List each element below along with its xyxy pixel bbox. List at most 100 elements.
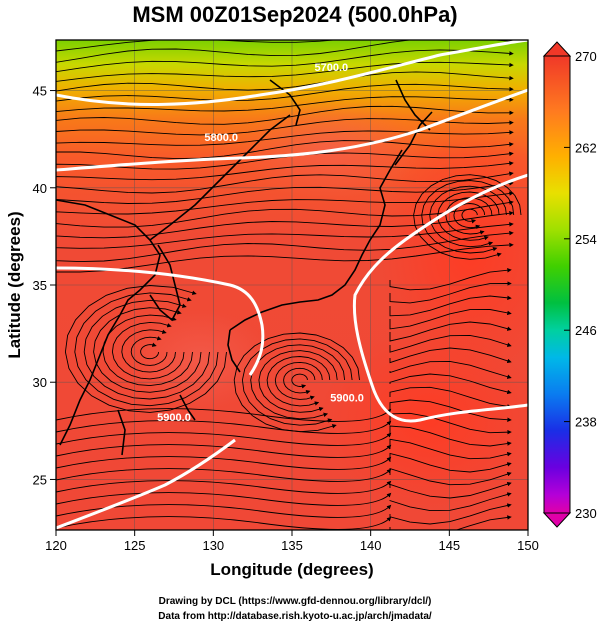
colorbar-scale — [543, 55, 571, 514]
streamline — [266, 356, 331, 407]
streamline — [56, 456, 392, 470]
streamline — [389, 309, 512, 330]
streamline — [291, 373, 308, 389]
streamline — [389, 281, 512, 304]
streamline — [56, 161, 514, 181]
streamline — [56, 171, 514, 194]
streamline — [121, 329, 176, 373]
streamline — [56, 49, 514, 73]
streamline — [445, 197, 493, 235]
colorbar-top-arrow — [542, 41, 572, 57]
streamline — [389, 503, 512, 525]
streamline — [74, 292, 219, 407]
streamline — [56, 71, 514, 92]
contour-5900-east — [352, 173, 528, 423]
streamline — [56, 492, 392, 506]
colorbar-tick-label: 254 — [575, 232, 597, 247]
contour-label: 5900.0 — [157, 412, 191, 424]
streamline — [283, 367, 316, 395]
colorbar-tick-label: 270 — [575, 49, 597, 64]
streamline — [241, 338, 353, 426]
x-tick-label: 120 — [45, 538, 67, 553]
contour-labels: 5700.0 5800.0 5900.0 5900.0 — [157, 62, 364, 424]
colorbar: 270 262 254 246 238 230 — [542, 41, 597, 528]
chart-title: MSM 00Z01Sep2024 (500.0hPa) — [132, 2, 457, 27]
coastlines — [56, 79, 433, 456]
x-tick-label: 135 — [281, 538, 303, 553]
streamline — [389, 515, 512, 530]
colorbar-ticks: 270 262 254 246 238 230 — [564, 49, 597, 521]
streamline — [56, 444, 392, 458]
streamline — [140, 342, 159, 360]
streamline — [56, 105, 514, 125]
streamline — [389, 347, 512, 364]
streamline — [461, 208, 478, 224]
streamline — [56, 408, 392, 422]
streamline — [56, 211, 514, 239]
streamline — [56, 516, 392, 530]
streamline — [389, 399, 512, 422]
streamline — [56, 181, 514, 204]
y-axis-ticks: 25 30 35 40 45 — [33, 84, 56, 487]
streamline — [102, 314, 193, 387]
streamline — [56, 468, 392, 482]
streamline — [421, 180, 515, 254]
x-tick-label: 140 — [360, 538, 382, 553]
x-tick-label: 130 — [202, 538, 224, 553]
streamline — [83, 299, 210, 400]
y-tick-label: 45 — [33, 84, 47, 99]
contour-label: 5900.0 — [330, 393, 364, 405]
streamline — [389, 321, 512, 342]
streamline — [56, 130, 514, 147]
streamline — [56, 96, 514, 114]
wind-streamlines — [56, 40, 522, 530]
colorbar-tick-label: 246 — [575, 323, 597, 338]
height-contours — [56, 40, 528, 530]
streamline — [56, 432, 392, 446]
streamline — [56, 222, 514, 249]
streamline — [233, 332, 360, 433]
streamline — [56, 61, 514, 82]
y-tick-label: 35 — [33, 278, 47, 293]
streamline — [389, 438, 512, 460]
colorbar-tick-label: 230 — [575, 506, 597, 521]
streamline — [389, 360, 512, 379]
streamline — [389, 481, 512, 499]
plot-area — [56, 40, 528, 530]
streamline — [389, 467, 512, 486]
streamline — [56, 191, 514, 215]
x-tick-label: 150 — [517, 538, 539, 553]
contour-label: 5800.0 — [204, 132, 238, 144]
streamline — [429, 185, 507, 248]
colorbar-tick-label: 262 — [575, 140, 597, 155]
colorbar-tick-label: 238 — [575, 415, 597, 430]
streamline — [56, 230, 514, 263]
streamline — [389, 295, 512, 317]
streamline — [389, 334, 512, 353]
x-axis-ticks: 120 125 130 135 140 145 150 — [45, 530, 539, 553]
streamline — [389, 373, 512, 395]
streamline — [56, 40, 514, 63]
x-tick-label: 125 — [124, 538, 146, 553]
contour-label: 5700.0 — [315, 62, 349, 74]
streamline — [389, 452, 512, 473]
contour-5700 — [56, 40, 528, 106]
y-axis-label: Latitude (degrees) — [5, 211, 24, 358]
streamline — [56, 480, 392, 494]
contour-5800 — [56, 88, 528, 172]
contour-5900-north — [56, 266, 265, 376]
x-tick-label: 145 — [438, 538, 460, 553]
footer-credit-drawing: Drawing by DCL (https://www.gfd-dennou.o… — [159, 596, 432, 607]
y-tick-label: 25 — [33, 472, 47, 487]
y-tick-label: 30 — [33, 375, 47, 390]
streamline — [56, 83, 514, 103]
streamline — [258, 350, 338, 413]
streamline — [389, 386, 512, 409]
streamline — [389, 425, 512, 447]
y-tick-label: 40 — [33, 181, 47, 196]
x-axis-label: Longitude (degrees) — [210, 560, 373, 579]
streamline — [437, 191, 500, 241]
colorbar-bottom-arrow — [542, 512, 572, 528]
streamline — [130, 336, 168, 366]
